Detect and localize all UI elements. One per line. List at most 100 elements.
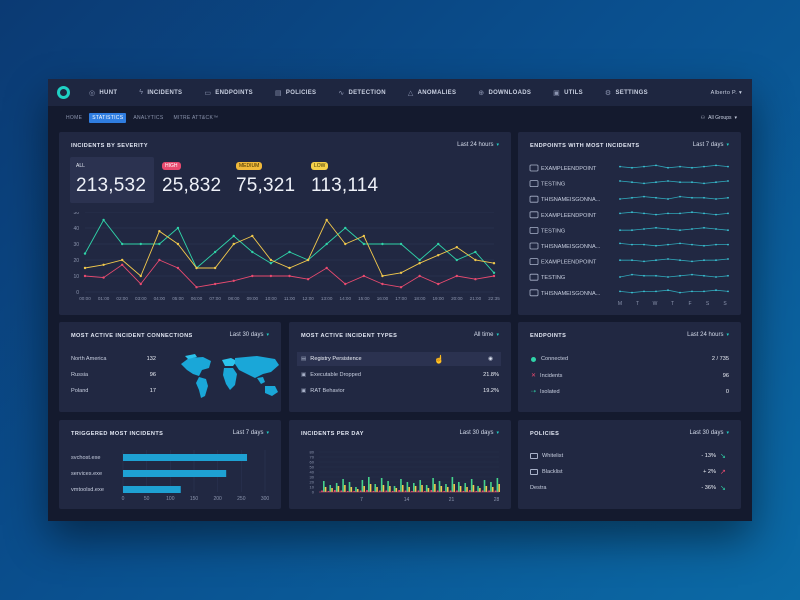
severity-label: ALL (76, 163, 85, 169)
card-title: ENDPOINTS WITH MOST INCIDENTS (530, 143, 640, 149)
sparkline-point (667, 258, 669, 260)
list-item[interactable]: ▤ Registry Persistence ☝ ◉ (297, 352, 501, 366)
y-tick-label: 30 (310, 475, 315, 480)
bar-red (366, 490, 368, 492)
data-point (325, 218, 328, 222)
nav-utils[interactable]: ▣ UTILS (542, 79, 594, 106)
list-item[interactable]: ⇢ Isolated 0 (531, 388, 729, 396)
nav-detection[interactable]: ∿ DETECTION (327, 79, 397, 106)
list-item[interactable]: ✕ Incidents 96 (531, 372, 729, 380)
range-dropdown[interactable]: Last 30 days ▾ (459, 430, 499, 436)
sparkline-point (667, 228, 669, 230)
range-label: Last 30 days (459, 430, 494, 436)
connected-dot-icon (531, 356, 536, 362)
row-label: Registry Persistence (310, 356, 362, 362)
range-dropdown[interactable]: Last 30 days ▾ (229, 332, 269, 338)
range-label: All time (473, 332, 494, 338)
nav-hunt[interactable]: ◎ HUNT (78, 79, 128, 106)
trend-up-icon: ↗ (720, 469, 726, 476)
bar-green (400, 479, 402, 492)
monitor-icon (529, 273, 539, 281)
bar-red (469, 490, 471, 492)
sparkline-point (703, 196, 705, 199)
list-item[interactable]: Connected 2 / 735 (531, 356, 729, 362)
user-name: Alberto P. (710, 89, 738, 96)
x-tick-label: 14 (404, 497, 410, 503)
range-dropdown[interactable]: Last 24 hours ▾ (457, 142, 499, 148)
tab-mitre[interactable]: MITRE ATT&CK™ (173, 115, 219, 121)
list-item[interactable]: ▣ RAT Behavior 19.2% (301, 388, 499, 394)
bar (123, 470, 227, 477)
range-dropdown[interactable]: Last 7 days ▾ (693, 142, 729, 148)
bar-red (436, 490, 439, 492)
groups-dropdown[interactable]: ⚇ All Groups ▾ (701, 115, 737, 121)
bar-yellow (350, 487, 353, 492)
sparkline-point (655, 226, 657, 229)
range-dropdown[interactable]: All time ▾ (474, 332, 499, 338)
sparkline (620, 258, 729, 262)
list-item[interactable]: Blacklist + 2% (530, 469, 716, 475)
day-label: S (706, 301, 710, 307)
nav-incidents[interactable]: ϟ INCIDENTS (128, 79, 193, 106)
list-item[interactable]: North America 132 (71, 356, 156, 362)
sparkline-point (667, 166, 669, 169)
sparkline-point (631, 166, 633, 169)
nav-policies[interactable]: ▤ POLICIES (264, 79, 327, 106)
data-point (437, 282, 440, 286)
list-item[interactable]: Poland 17 (71, 388, 156, 394)
list-item[interactable]: ▣ Executable Dropped 21.8% (301, 372, 499, 378)
severity-low[interactable]: LOW 113,114 (305, 157, 391, 203)
file-icon: ▣ (301, 372, 307, 378)
sparkline-point (703, 212, 705, 215)
x-tick-label: 05:00 (172, 296, 184, 301)
severity-all[interactable]: ALL 213,532 (70, 157, 154, 203)
bar-red (353, 491, 355, 492)
row-value: 17 (149, 388, 156, 394)
world-map[interactable] (175, 352, 287, 402)
range-dropdown[interactable]: Last 7 days ▾ (233, 430, 269, 436)
list-item[interactable]: Russia 96 (71, 372, 156, 378)
nav-settings[interactable]: ⚙ SETTINGS (594, 79, 659, 106)
bar-green (342, 479, 344, 492)
range-dropdown[interactable]: Last 24 hours ▾ (687, 332, 729, 338)
severity-high[interactable]: HIGH 25,832 (156, 157, 226, 203)
data-point (381, 282, 384, 286)
x-tick-label: 16:00 (377, 296, 389, 301)
data-point (455, 246, 459, 249)
nav-label: INCIDENTS (147, 89, 183, 96)
bar-green (368, 477, 370, 492)
monitor-icon (529, 211, 539, 219)
chevron-down-icon: ▾ (496, 430, 499, 436)
severity-medium[interactable]: MEDIUM 75,321 (230, 157, 302, 203)
eye-icon[interactable]: ◉ (488, 356, 493, 362)
tab-home[interactable]: HOME (66, 115, 83, 121)
data-point (176, 242, 180, 246)
day-label: T (636, 301, 639, 307)
user-menu[interactable]: Alberto P. ▾ (711, 90, 752, 96)
data-point (325, 242, 328, 246)
sparkline-point (727, 212, 729, 215)
bar-yellow (434, 484, 436, 492)
logo[interactable] (48, 79, 78, 106)
sparkline (619, 196, 729, 200)
groups-icon: ⚇ (700, 115, 706, 121)
bar-yellow (459, 486, 462, 492)
severity-card: INCIDENTS BY SEVERITY Last 24 hours ▾ ALL… (59, 132, 511, 315)
nav-downloads[interactable]: ⊕ DOWNLOADS (467, 79, 542, 106)
list-item[interactable]: Whitelist - 13% (530, 453, 716, 459)
monitor-icon (529, 164, 539, 172)
nav-endpoints[interactable]: ▭ ENDPOINTS (193, 79, 264, 106)
tab-analytics[interactable]: ANALYTICS (133, 115, 164, 121)
nav-label: SETTINGS (615, 89, 648, 96)
row-label: Poland (71, 388, 89, 394)
tab-statistics[interactable]: STATISTICS (89, 113, 127, 123)
bar-green (348, 482, 351, 492)
range-dropdown[interactable]: Last 30 days ▾ (689, 430, 729, 436)
nav-anomalies[interactable]: △ ANOMALIES (397, 79, 467, 106)
bar-red (404, 490, 407, 492)
card-title: ENDPOINTS (530, 333, 567, 339)
list-item[interactable]: Destra - 36% (530, 485, 716, 491)
bar-red (346, 491, 349, 492)
bar (123, 486, 181, 493)
row-value: - 13% (701, 453, 716, 459)
